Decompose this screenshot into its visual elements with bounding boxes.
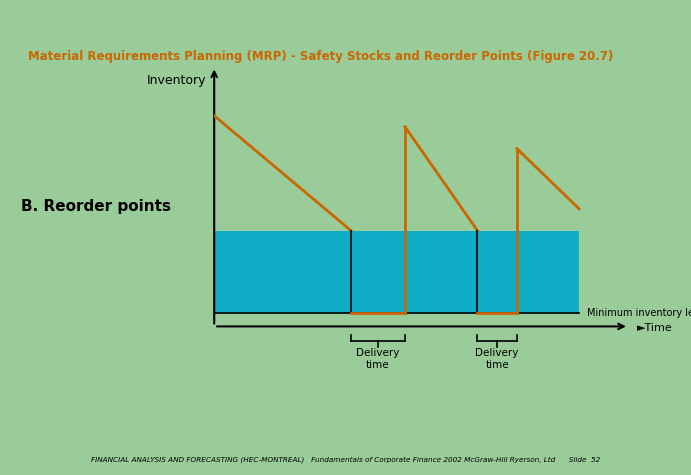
- Text: ►Time: ►Time: [637, 323, 673, 333]
- Text: B. Reorder points: B. Reorder points: [21, 199, 171, 214]
- Text: Minimum inventory level: Minimum inventory level: [587, 308, 691, 318]
- Bar: [214, 231, 579, 313]
- Text: Material Requirements Planning (MRP) - Safety Stocks and Reorder Points (Figure : Material Requirements Planning (MRP) - S…: [28, 50, 613, 63]
- Text: Delivery
time: Delivery time: [475, 348, 519, 370]
- Text: Inventory: Inventory: [146, 74, 206, 86]
- Text: Delivery
time: Delivery time: [357, 348, 399, 370]
- Text: FINANCIAL ANALYSIS AND FORECASTING (HEC-MONTREAL)   Fundamentals of Corporate Fi: FINANCIAL ANALYSIS AND FORECASTING (HEC-…: [91, 456, 600, 463]
